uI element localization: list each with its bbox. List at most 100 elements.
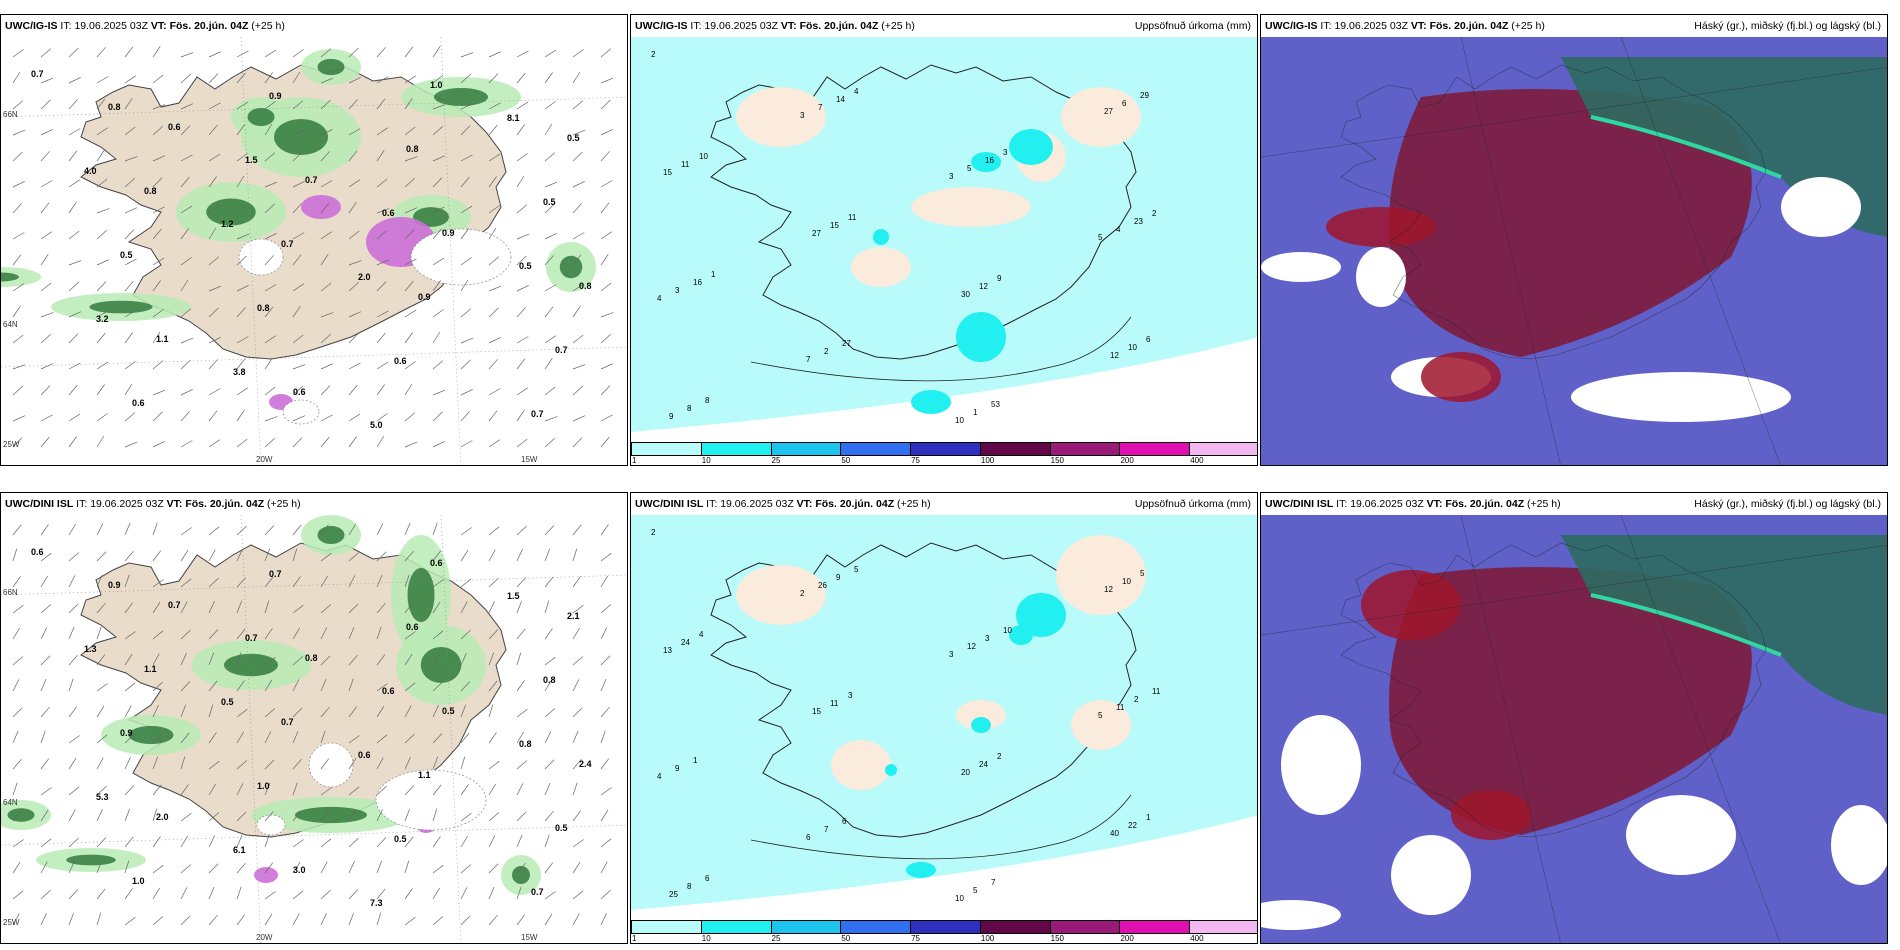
colorbar-swatch [1189,920,1257,934]
wind-barb [376,734,388,744]
map-area[interactable]: 20W 15W 66N 64N 25W 0.6 0.7 0.8 0.5 2.4 2.0 3.0 0.6 2… [1,515,627,943]
precip-value: 1 [693,756,698,765]
wind-barb [40,231,52,240]
wind-barb [544,416,558,422]
wind-barb [460,154,473,162]
wind-barb [488,336,501,344]
wind-barb [516,358,526,370]
precip-value: 10 [1128,343,1137,352]
wind-barb [516,438,528,448]
colorbar-tick: 150 [1050,456,1065,465]
map-gridline [1460,515,1561,943]
panel-header: UWC/DINI ISL IT: 19.06.2025 03Z VT: Fös.… [631,493,1257,515]
precip-value: 11 [1116,703,1125,712]
heavy-precip-area [434,88,488,106]
precip-value: 3 [985,634,990,643]
map-area[interactable]: 20W 15W 66N 64N 25W 0.7 0.6 0.7 0.9 0.8 1.1 0.6 1.0 0… [1,37,627,465]
wind-barb [292,707,303,718]
wind-barb [40,730,46,744]
map-gridline [1460,37,1561,465]
wind-barb [376,654,386,666]
wind-barb [152,331,161,344]
wind-barb [292,656,304,666]
wind-barb [488,629,499,640]
wind-barb [152,887,160,900]
wind-barb [208,601,215,614]
colorbar-swatch [1189,442,1257,456]
wind-barb [320,809,329,822]
wind-barb [376,208,390,214]
colorbar-tick: 75 [911,456,921,465]
wind-barb [460,337,474,344]
map-area[interactable]: 2 3 3 5 4 7 10 27 15 27 30 12 9 7 5 4 3 2 1 6 11 15 12 10 8 14 16 2… [631,37,1257,442]
wind-barb [432,630,444,640]
precip-value: 4 [854,87,859,96]
wind-value: 0.6 [293,387,306,397]
wind-barb [180,359,191,370]
wind-barb [600,282,612,292]
wind-barb [208,359,218,370]
wind-barb [264,203,275,214]
wind-barb [124,98,133,110]
wind-barb [404,207,418,214]
wind-barb [544,548,551,562]
wind-barb [572,203,582,214]
colorbar-swatch [770,442,841,456]
map-area[interactable] [1261,515,1887,943]
latitude-label: 64N [3,320,18,329]
panel-bottom-cloud: UWC/DINI ISL IT: 19.06.2025 03Z VT: Fös.… [1260,492,1888,944]
wind-value: 0.8 [305,653,318,663]
wind-value: 4.0 [84,166,97,176]
mid-cloud-area [1421,352,1501,402]
wind-barb [12,364,26,370]
wind-barb [180,308,192,318]
heavier-precip-area [971,717,991,733]
wind-barb [488,652,495,666]
map-area[interactable] [1261,37,1887,465]
wind-value: 0.7 [531,887,544,897]
wind-barb [12,890,24,900]
wind-barb [488,388,501,396]
wind-barb [180,411,190,422]
map-gridline [1261,545,1887,636]
precip-value: 30 [961,290,970,299]
parallel-line [1,346,627,368]
wind-barb [208,526,220,536]
wind-barb [40,627,48,640]
wind-barb [124,441,138,448]
wind-barb [180,732,190,744]
wind-barb [96,523,104,536]
wind-barb [292,839,304,848]
wind-barb [432,46,441,58]
wind-barb [516,307,526,318]
wind-barb [320,282,332,292]
wind-barb [180,601,188,614]
wind-barb [180,812,192,822]
map-area[interactable]: 2 2 3 5 4 6 10 12 13 15 20 40 25 26 12 11 9 7 5 10 24 11 24 22 8… [631,515,1257,920]
model-name: UWC/IG-IS [5,20,58,32]
wind-barb [488,601,495,614]
wind-barb [68,523,76,536]
wind-barb [40,202,50,214]
panel-top-wind: UWC/IG-IS IT: 19.06.2025 03Z VT: Fös. 20… [0,14,628,466]
wind-barb [236,628,246,640]
wind-barb [236,284,249,292]
heavy-precip-area [512,866,530,884]
precip-value: 3 [1003,148,1008,157]
wind-barb [264,386,276,396]
wind-barb [432,360,444,370]
wind-barb [544,203,555,214]
wind-barb [460,411,470,422]
wind-barb [320,575,328,588]
wind-barb [432,653,440,666]
wind-barb [572,334,584,344]
heavy-precip-area [1,272,19,282]
panel-title: Uppsöfnuð úrkoma (mm) [1134,20,1251,32]
wind-barb [432,389,446,396]
wind-barb [348,575,356,588]
wind-barb [572,283,584,292]
wind-barb [516,783,524,796]
wind-barb [460,784,469,796]
wind-barb [320,151,330,162]
wind-barb [12,913,20,926]
